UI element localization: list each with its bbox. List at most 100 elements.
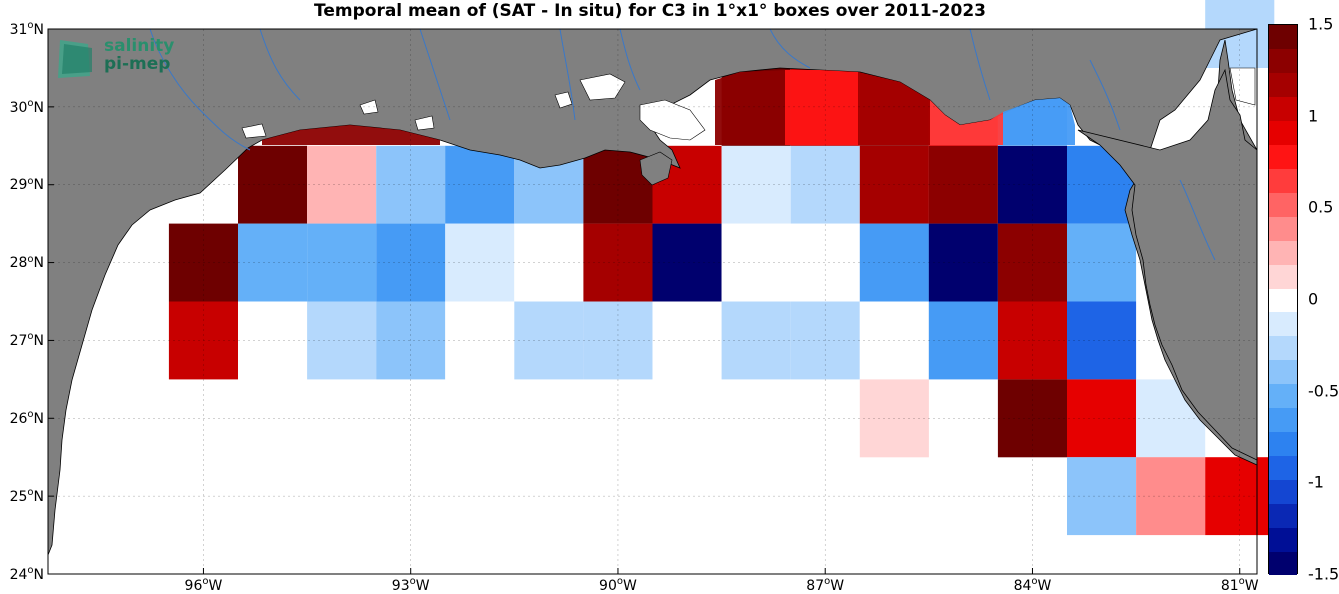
degree-symbol: o: [616, 576, 624, 587]
colorbar-segment: [1269, 455, 1297, 480]
lat-tick-degrees: 27: [9, 333, 28, 350]
river-9: [419, 28, 451, 121]
land-layer: [47, 28, 1258, 556]
degree-symbol: o: [27, 98, 34, 110]
heatmap-cell: [790, 301, 860, 380]
heatmap-cell: [997, 223, 1067, 302]
colorbar-segment: [1269, 144, 1297, 169]
river-6: [969, 28, 991, 101]
lon-tick-label: 84oW: [1014, 576, 1052, 594]
river-7: [1089, 59, 1121, 131]
lon-tick-label: 96oW: [185, 576, 223, 594]
colorbar-segment: [1269, 288, 1297, 313]
heatmap-cell: [445, 301, 515, 380]
heatmap-cell: [928, 145, 998, 224]
heatmap-cell: [1205, 457, 1275, 536]
heatmap-cell: [445, 145, 515, 224]
lon-tick-hemisphere: W: [1244, 577, 1259, 594]
lat-tick-degrees: 29: [9, 177, 28, 194]
heatmap-cell: [652, 301, 722, 380]
colorbar-tick-label: -1.5: [1308, 564, 1339, 584]
rivers-layer: [149, 28, 1216, 261]
lon-tick-degrees: 81: [1220, 577, 1239, 594]
degree-symbol: o: [27, 20, 34, 32]
map-title: Temporal mean of (SAT - In situ) for C3 …: [314, 1, 986, 21]
coastal-fringe-red-5: [930, 100, 1003, 145]
heatmap-cell: [721, 223, 791, 302]
coastal-fringe-red-2: [715, 70, 785, 145]
heatmap-cell: [583, 145, 653, 224]
heatmap-cell: [790, 223, 860, 302]
heatmap-cell: [445, 223, 515, 302]
degree-symbol: o: [1031, 576, 1038, 587]
colorbar-tick-label: 1: [1308, 106, 1319, 126]
lake-pontchartrain: [579, 73, 626, 101]
colorbar-segment: [1269, 551, 1297, 576]
lon-tick-label: 87oW: [806, 576, 844, 594]
colorbar-segment: [1269, 168, 1297, 193]
degree-symbol: o: [27, 565, 34, 577]
lat-tick-hemisphere: N: [33, 177, 44, 194]
degree-symbol: o: [27, 253, 34, 265]
map-frame: [47, 28, 1258, 575]
heatmap-cell: [790, 145, 860, 224]
coastal-lake-3: [241, 123, 267, 139]
coastal-fringe-blue: [1003, 98, 1075, 145]
delta-birdfoot: [639, 151, 673, 186]
heatmap-cell: [238, 223, 308, 302]
heatmap-cell: [514, 301, 584, 380]
degree-symbol: o: [202, 576, 209, 587]
lon-tick-hemisphere: W: [1037, 577, 1052, 594]
lon-tick-hemisphere: W: [208, 577, 223, 594]
lat-tick-label: 26oN: [10, 409, 44, 427]
heatmap-cell: [307, 301, 377, 380]
lat-ticks: [48, 28, 54, 575]
heatmap-cell: [1067, 379, 1137, 458]
heatmap-cell: [928, 301, 998, 380]
heatmap-cell: [238, 145, 308, 224]
heatmap-cell: [997, 301, 1067, 380]
lat-tick-label: 28oN: [10, 254, 44, 272]
degree-symbol: o: [27, 175, 34, 187]
lake-maurepas: [554, 91, 573, 109]
salinity-pi-mep-logo: salinity pi-mep: [56, 34, 196, 84]
land-florida-peninsula: [1077, 68, 1258, 461]
heatmap-cell: [376, 301, 446, 380]
heatmap-cell: [168, 223, 238, 302]
heatmap-cell: [859, 301, 929, 380]
degree-symbol: o: [824, 576, 831, 587]
heatmap-cell: [514, 223, 584, 302]
lon-ticks: [202, 568, 1241, 574]
heatmap-cell: [1067, 301, 1137, 380]
colorbar-segment: [1269, 216, 1297, 241]
colorbar-segment: [1269, 48, 1297, 74]
colorbar-segment: [1269, 240, 1297, 265]
colorbar-tick-label: 0.5: [1308, 197, 1334, 217]
river-2: [259, 28, 301, 101]
colorbar-tick-label: -0.5: [1308, 381, 1339, 401]
colorbar-segment: [1269, 96, 1297, 122]
lat-tick-hemisphere: N: [33, 488, 44, 505]
lat-tick-hemisphere: N: [33, 21, 44, 38]
cells-layer: [168, 0, 1275, 536]
delta-marsh: [639, 99, 706, 141]
lat-tick-label: 29oN: [10, 176, 44, 194]
colorbar-tick-label: -1: [1308, 472, 1324, 492]
lat-tick-label: 27oN: [10, 332, 44, 350]
heatmap-cell: [721, 145, 791, 224]
coastal-fringe-red: [262, 125, 440, 145]
river-3: [559, 28, 576, 121]
lon-tick-degrees: 84: [1013, 577, 1032, 594]
lon-tick-hemisphere: W: [830, 577, 845, 594]
river-8: [1179, 179, 1216, 261]
degree-symbol: o: [27, 409, 34, 421]
colorbar-tick-label: 1.5: [1308, 14, 1334, 34]
lat-tick-hemisphere: N: [33, 255, 44, 272]
degree-symbol: o: [409, 576, 416, 587]
lat-tick-label: 25oN: [10, 487, 44, 505]
colorbar-segment: [1269, 192, 1297, 217]
heatmap-cell: [376, 223, 446, 302]
heatmap-cell: [1067, 457, 1137, 536]
colorbar-segment: [1269, 503, 1297, 528]
